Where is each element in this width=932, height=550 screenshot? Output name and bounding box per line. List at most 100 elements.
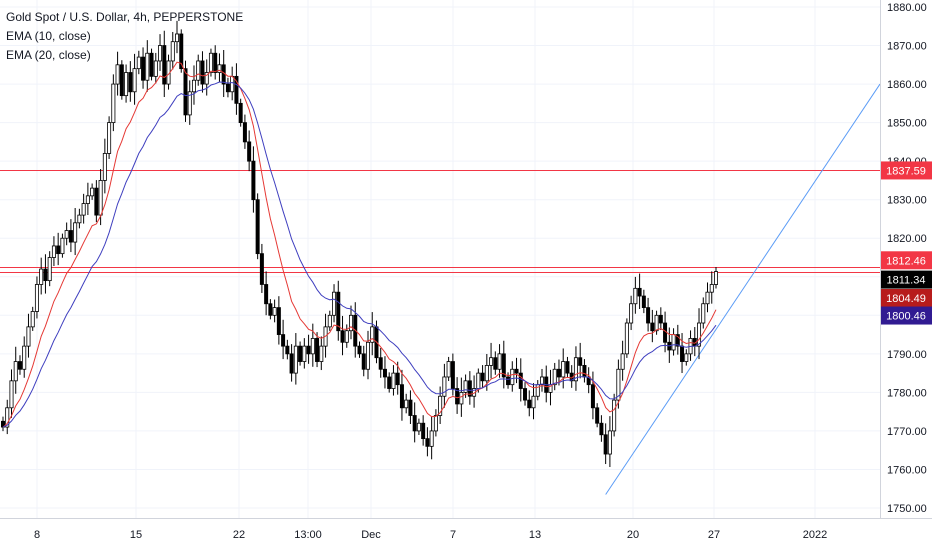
price-tick-label: 1750.00 (887, 503, 927, 515)
candle-body (293, 345, 298, 374)
candle-body (349, 314, 354, 332)
candle-body (493, 357, 498, 370)
candle-body (119, 64, 124, 97)
candle-body (603, 434, 608, 455)
candle-body (697, 322, 702, 347)
candle-body (395, 372, 400, 386)
candle-body (115, 64, 120, 85)
time-tick-label: 13 (529, 529, 541, 541)
candle-body (43, 268, 48, 282)
candle-body (484, 365, 489, 382)
candle-body (128, 72, 133, 93)
candle-body (658, 314, 663, 324)
candle-body (501, 353, 506, 378)
candle-body (523, 388, 528, 401)
candle-body (47, 257, 52, 282)
candle-body (259, 253, 264, 285)
candle-body (408, 399, 413, 416)
candle-body (680, 345, 685, 362)
candle-body (64, 230, 69, 239)
candle-body (255, 199, 260, 255)
price-tick-label: 1870.00 (887, 41, 927, 53)
candle-body (382, 368, 387, 378)
candle-body (221, 64, 226, 85)
candle-body (476, 372, 481, 389)
candle-body (357, 345, 362, 355)
candle-body (506, 376, 511, 386)
candle-body (539, 376, 544, 386)
trendline-group[interactable] (605, 83, 881, 495)
candle-body (433, 415, 438, 432)
candle-body (446, 361, 451, 378)
indicator-ema10[interactable]: EMA (10, close) (6, 29, 91, 43)
candle-body (247, 141, 252, 162)
candle-body (272, 307, 277, 316)
candle-body (175, 33, 180, 43)
candle-body (607, 430, 612, 455)
trendline[interactable] (605, 83, 881, 495)
price-tick-label: 1770.00 (887, 426, 927, 438)
candle-body (179, 33, 184, 70)
indicator-ema20[interactable]: EMA (20, close) (6, 48, 91, 62)
time-tick-label: 22 (233, 529, 245, 541)
price-label-text: 1837.59 (886, 165, 926, 177)
candle-body (225, 83, 230, 93)
candle-body (17, 361, 22, 370)
candle-body (13, 361, 18, 382)
candle-body (217, 64, 222, 73)
time-tick-label: 7 (450, 529, 456, 541)
candle-body (77, 214, 82, 224)
candle-body (629, 303, 634, 324)
candle-body (73, 222, 78, 243)
price-tick-label: 1760.00 (887, 464, 927, 476)
candle-body (709, 284, 714, 293)
candle-body (582, 365, 587, 378)
time-tick-label: 13:00 (294, 529, 322, 541)
price-label-text: 1804.49 (886, 293, 926, 305)
time-tick-label: Dec (361, 529, 381, 541)
candle-body (586, 376, 591, 386)
candle-body (675, 334, 680, 347)
candle-body (595, 407, 600, 424)
symbol-title[interactable]: Gold Spot / U.S. Dollar, 4h, PEPPERSTONE (6, 10, 244, 24)
candle-body (620, 353, 625, 370)
candle-body (650, 322, 655, 332)
price-label-bg (881, 306, 932, 325)
candle-body (531, 395, 536, 409)
price-tick-label: 1790.00 (887, 349, 927, 361)
candle-body (565, 361, 570, 374)
price-label-bg (881, 289, 932, 308)
candle-body (497, 353, 502, 370)
candle-body (663, 322, 668, 343)
price-tick-label: 1780.00 (887, 387, 927, 399)
candle-body (599, 422, 604, 436)
candle-body (315, 338, 320, 362)
candle-body (132, 68, 137, 93)
candle-body (213, 52, 218, 73)
candle-body (22, 345, 27, 370)
candle-body (81, 203, 86, 216)
candle-body (442, 376, 447, 397)
price-label-bg (881, 270, 932, 289)
candle-body (332, 291, 337, 316)
candles (0, 20, 719, 467)
candle-body (289, 353, 294, 374)
candle-body (489, 357, 494, 366)
candle-body (340, 330, 345, 343)
grid (0, 0, 880, 518)
candle-body (141, 56, 146, 81)
candle-body (242, 122, 247, 143)
candle-body (208, 52, 213, 73)
candle-body (145, 52, 150, 81)
candle-body (518, 372, 523, 389)
candle-body (612, 399, 617, 432)
candle-body (510, 368, 515, 386)
candle-body (365, 341, 370, 370)
time-tick-label: 27 (708, 529, 720, 541)
candle-body (60, 237, 65, 255)
price-tick-label: 1820.00 (887, 233, 927, 245)
time-axis[interactable]: 8 15 22 13:00 Dec 7 13 20 27 2022 (34, 529, 827, 541)
candle-body (124, 72, 129, 97)
candle-body (251, 160, 256, 201)
